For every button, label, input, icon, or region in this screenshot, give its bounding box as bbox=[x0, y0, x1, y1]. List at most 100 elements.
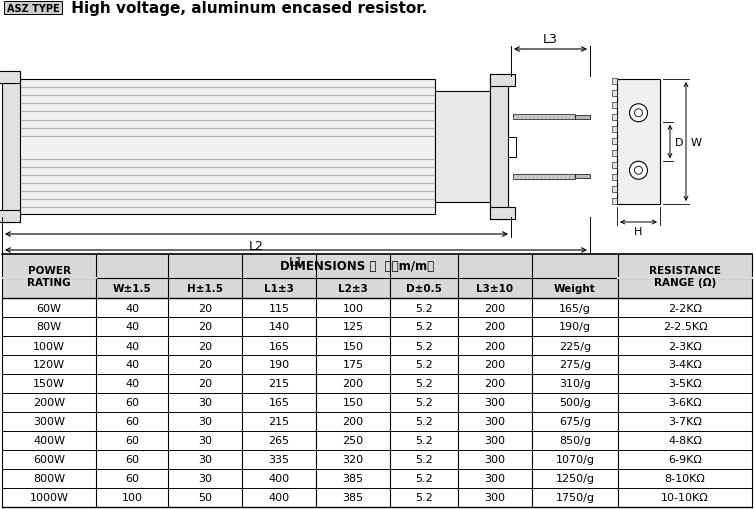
Text: L1: L1 bbox=[289, 256, 303, 268]
Text: 5.2: 5.2 bbox=[415, 322, 433, 332]
Text: 150: 150 bbox=[342, 341, 363, 351]
Text: 30: 30 bbox=[198, 473, 212, 484]
Text: 5.2: 5.2 bbox=[415, 417, 433, 427]
Text: W: W bbox=[691, 137, 702, 147]
Text: 80W: 80W bbox=[36, 322, 62, 332]
Text: 100: 100 bbox=[342, 303, 363, 313]
Text: POWER
RATING: POWER RATING bbox=[27, 265, 71, 288]
Text: 2-2KΩ: 2-2KΩ bbox=[668, 303, 702, 313]
Bar bbox=[575, 116, 590, 120]
Text: 60: 60 bbox=[125, 436, 139, 445]
Bar bbox=[435, 92, 490, 203]
Text: 40: 40 bbox=[125, 322, 139, 332]
Text: 2-3KΩ: 2-3KΩ bbox=[668, 341, 702, 351]
Text: 140: 140 bbox=[268, 322, 290, 332]
Text: 5.2: 5.2 bbox=[415, 398, 433, 408]
Text: High voltage, aluminum encased resistor.: High voltage, aluminum encased resistor. bbox=[66, 2, 428, 16]
Text: 5.2: 5.2 bbox=[415, 303, 433, 313]
Bar bbox=[612, 91, 617, 97]
Text: 8-10KΩ: 8-10KΩ bbox=[664, 473, 706, 484]
Text: 40: 40 bbox=[125, 379, 139, 389]
Bar bbox=[0, 211, 20, 222]
Text: 1250/g: 1250/g bbox=[556, 473, 594, 484]
Text: 675/g: 675/g bbox=[559, 417, 591, 427]
Text: 335: 335 bbox=[268, 455, 290, 465]
Bar bbox=[612, 103, 617, 109]
Bar bbox=[513, 175, 575, 179]
Text: L1±3: L1±3 bbox=[264, 284, 294, 293]
Text: 850/g: 850/g bbox=[559, 436, 591, 445]
Text: 200: 200 bbox=[484, 303, 506, 313]
Text: L2±3: L2±3 bbox=[338, 284, 368, 293]
Text: 3-7KΩ: 3-7KΩ bbox=[668, 417, 702, 427]
Text: 100W: 100W bbox=[33, 341, 65, 351]
Text: 150: 150 bbox=[342, 398, 363, 408]
Text: 400: 400 bbox=[268, 473, 290, 484]
Bar bbox=[490, 75, 508, 219]
Text: 20: 20 bbox=[198, 379, 212, 389]
Text: 265: 265 bbox=[268, 436, 290, 445]
Bar bbox=[21, 139, 434, 157]
Bar bbox=[513, 115, 575, 120]
Bar bbox=[612, 79, 617, 85]
Text: 100: 100 bbox=[121, 493, 143, 502]
Text: 20: 20 bbox=[198, 322, 212, 332]
Text: 300: 300 bbox=[485, 436, 505, 445]
Text: 190: 190 bbox=[268, 360, 290, 370]
Text: 4-8KΩ: 4-8KΩ bbox=[668, 436, 702, 445]
Text: 5.2: 5.2 bbox=[415, 341, 433, 351]
Bar bbox=[612, 151, 617, 157]
Text: 500/g: 500/g bbox=[559, 398, 591, 408]
Text: 310/g: 310/g bbox=[559, 379, 591, 389]
Text: 165: 165 bbox=[268, 398, 290, 408]
Text: 300W: 300W bbox=[33, 417, 65, 427]
Bar bbox=[612, 139, 617, 145]
Text: 215: 215 bbox=[268, 417, 290, 427]
Text: 120W: 120W bbox=[33, 360, 65, 370]
Text: 60: 60 bbox=[125, 455, 139, 465]
Text: 60W: 60W bbox=[36, 303, 62, 313]
Text: 5.2: 5.2 bbox=[415, 493, 433, 502]
Text: ASZ TYPE: ASZ TYPE bbox=[7, 4, 60, 13]
Text: 1070/g: 1070/g bbox=[556, 455, 594, 465]
Text: 175: 175 bbox=[342, 360, 363, 370]
Bar bbox=[612, 127, 617, 133]
Circle shape bbox=[630, 104, 648, 123]
Text: 200: 200 bbox=[484, 322, 506, 332]
Text: 200: 200 bbox=[342, 379, 363, 389]
Text: H: H bbox=[634, 227, 642, 237]
Text: 125: 125 bbox=[342, 322, 363, 332]
Bar bbox=[575, 175, 590, 179]
Text: 400W: 400W bbox=[33, 436, 65, 445]
Bar bbox=[617, 80, 660, 205]
Bar bbox=[508, 137, 516, 157]
Text: 385: 385 bbox=[342, 473, 363, 484]
Text: 5.2: 5.2 bbox=[415, 360, 433, 370]
Bar bbox=[2, 72, 20, 222]
Text: 300: 300 bbox=[485, 473, 505, 484]
Text: L3±10: L3±10 bbox=[477, 284, 513, 293]
Text: 40: 40 bbox=[125, 303, 139, 313]
Text: 385: 385 bbox=[342, 493, 363, 502]
Bar bbox=[2, 254, 752, 298]
Text: 800W: 800W bbox=[33, 473, 65, 484]
Text: 30: 30 bbox=[198, 455, 212, 465]
Text: D: D bbox=[675, 137, 683, 147]
Bar bbox=[612, 187, 617, 192]
Bar bbox=[20, 80, 435, 215]
Text: 200: 200 bbox=[342, 417, 363, 427]
Text: 1750/g: 1750/g bbox=[556, 493, 594, 502]
Text: 200: 200 bbox=[484, 360, 506, 370]
Text: 20: 20 bbox=[198, 341, 212, 351]
Text: 60: 60 bbox=[125, 473, 139, 484]
Text: Weight: Weight bbox=[554, 284, 596, 293]
Text: L2: L2 bbox=[249, 240, 264, 252]
Text: 1000W: 1000W bbox=[29, 493, 69, 502]
Text: 115: 115 bbox=[268, 303, 290, 313]
Text: 30: 30 bbox=[198, 417, 212, 427]
Text: 20: 20 bbox=[198, 360, 212, 370]
Text: 2-2.5KΩ: 2-2.5KΩ bbox=[663, 322, 707, 332]
Bar bbox=[612, 175, 617, 181]
Text: 400: 400 bbox=[268, 493, 290, 502]
Text: 30: 30 bbox=[198, 398, 212, 408]
